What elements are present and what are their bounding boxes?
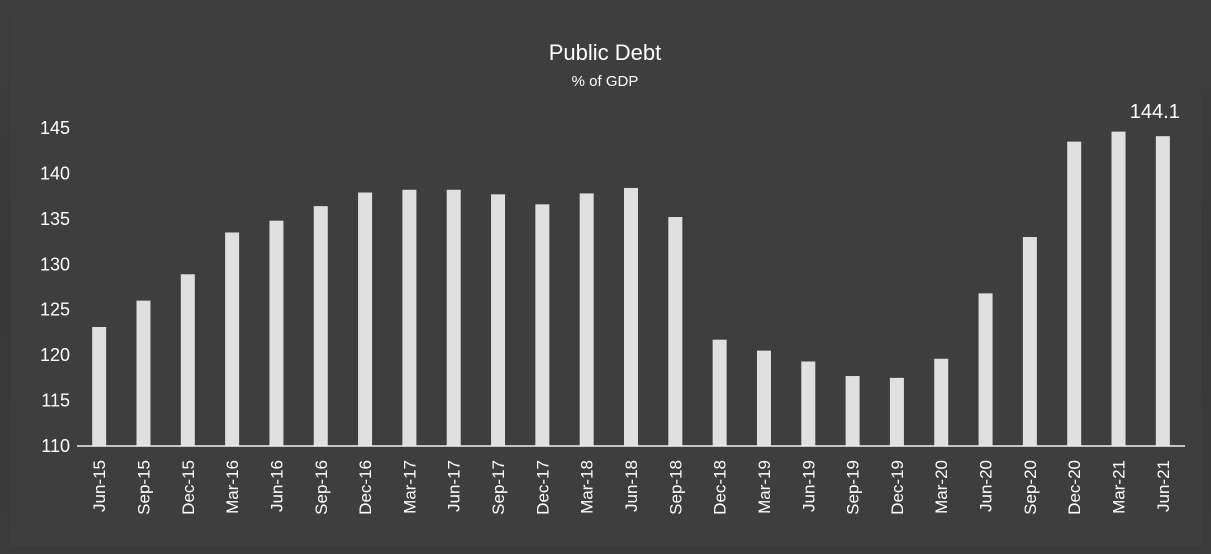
x-tick-label: Sep-20 xyxy=(1021,460,1040,515)
x-tick-label: Dec-15 xyxy=(179,460,198,515)
y-axis: 110 115 120 125 130 135 140 145 xyxy=(40,118,70,456)
bar xyxy=(756,350,771,446)
chart-subtitle: % of GDP xyxy=(572,73,639,90)
x-tick-label: Sep-18 xyxy=(666,460,685,515)
y-tick-label: 120 xyxy=(40,345,70,365)
bar xyxy=(1111,131,1126,447)
x-tick-label: Mar-21 xyxy=(1110,460,1129,514)
x-tick-label: Sep-15 xyxy=(134,460,153,515)
bar xyxy=(1022,237,1037,446)
x-axis: Jun-15 Sep-15 Dec-15 Mar-16 Jun-16 Sep-16 Dec-… xyxy=(90,460,1173,515)
bar xyxy=(712,339,727,446)
y-tick-label: 125 xyxy=(40,300,70,320)
bar xyxy=(136,300,151,446)
x-tick-label: Sep-17 xyxy=(489,460,508,515)
bar xyxy=(269,220,284,446)
y-tick-label: 110 xyxy=(41,436,70,456)
data-label: 144.1 xyxy=(1130,101,1180,123)
bar xyxy=(313,206,328,446)
x-tick-label: Jun-17 xyxy=(445,460,464,512)
y-tick-label: 135 xyxy=(40,209,70,229)
bar xyxy=(402,189,417,447)
bar xyxy=(1067,141,1082,446)
x-tick-label: Jun-21 xyxy=(1154,460,1173,512)
bar xyxy=(845,376,860,446)
x-tick-label: Mar-16 xyxy=(223,460,242,514)
y-tick-label: 130 xyxy=(40,254,70,274)
bar xyxy=(491,194,506,446)
x-tick-label: Jun-18 xyxy=(622,460,641,512)
y-tick-label: 115 xyxy=(41,391,70,411)
x-tick-label: Jun-15 xyxy=(90,460,109,512)
bar xyxy=(535,204,550,446)
y-tick-label: 140 xyxy=(40,163,70,183)
x-tick-label: Dec-19 xyxy=(888,460,907,515)
x-tick-label: Dec-20 xyxy=(1065,460,1084,515)
chart-panel xyxy=(10,8,1201,546)
x-tick-label: Dec-18 xyxy=(711,460,730,515)
x-tick-label: Dec-16 xyxy=(356,460,375,515)
bar xyxy=(225,232,240,446)
bars xyxy=(92,131,1170,447)
bar xyxy=(180,274,195,446)
bar xyxy=(92,326,107,446)
y-tick-label: 145 xyxy=(40,118,70,138)
x-tick-label: Mar-17 xyxy=(400,460,419,514)
x-tick-label: Dec-17 xyxy=(533,460,552,515)
bar xyxy=(889,377,904,446)
x-tick-label: Mar-18 xyxy=(578,460,597,514)
bar xyxy=(624,187,638,447)
chart-title: Public Debt xyxy=(549,40,662,65)
bar xyxy=(934,358,949,446)
x-tick-label: Jun-19 xyxy=(799,460,818,512)
x-tick-label: Sep-16 xyxy=(312,460,331,515)
bar xyxy=(801,361,816,446)
x-tick-label: Mar-19 xyxy=(755,460,774,514)
bar xyxy=(668,217,683,446)
x-tick-label: Mar-20 xyxy=(932,460,951,514)
bar xyxy=(978,293,993,446)
x-tick-label: Jun-20 xyxy=(977,460,996,512)
data-labels: 144.1 xyxy=(1130,101,1180,123)
bar xyxy=(358,192,373,446)
bar xyxy=(446,189,461,447)
bar xyxy=(1155,136,1170,447)
x-tick-label: Jun-16 xyxy=(267,460,286,512)
x-tick-label: Sep-19 xyxy=(844,460,863,515)
bar xyxy=(579,193,594,446)
